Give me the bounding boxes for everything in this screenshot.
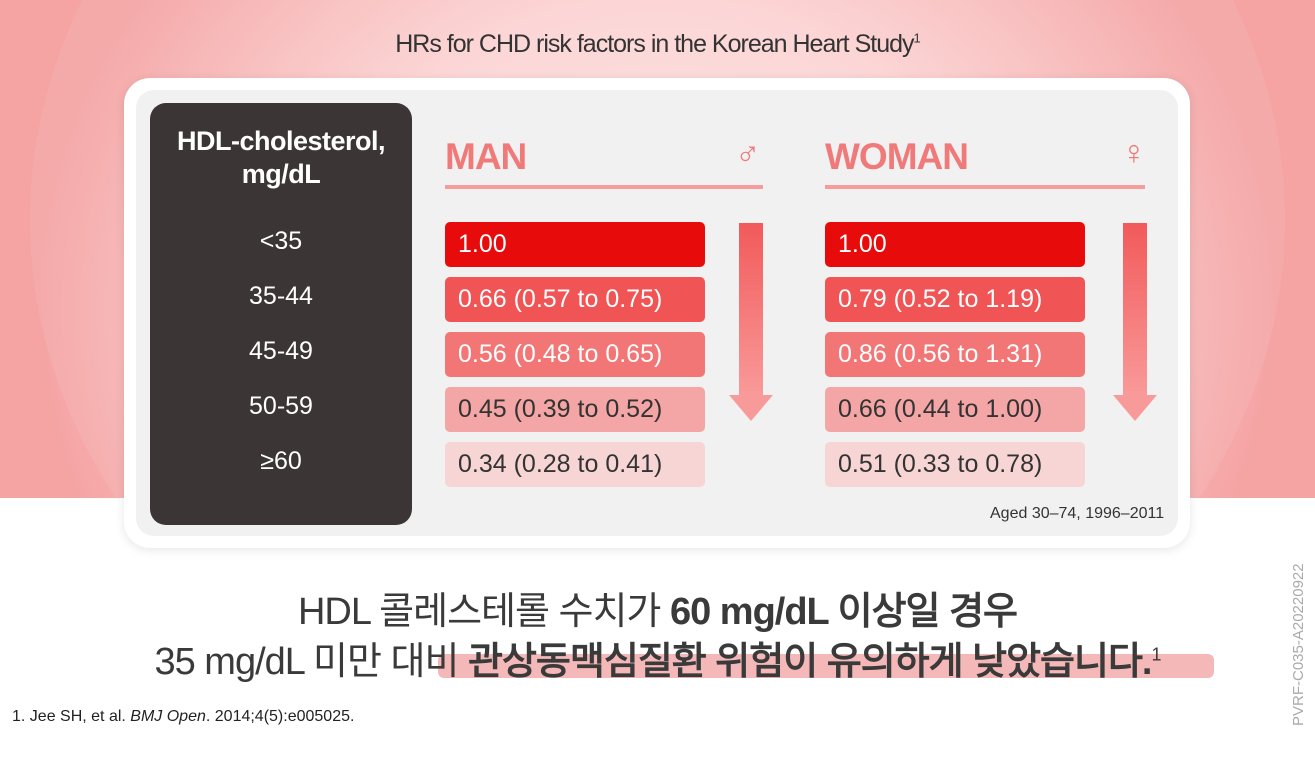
woman-hr-cell: 0.66 (0.44 to 1.00) [825,387,1085,432]
woman-hr-cell: 0.86 (0.56 to 1.31) [825,332,1085,377]
message-highlight [438,654,1214,678]
aged-note: Aged 30–74, 1996–2011 [990,505,1165,522]
woman-divider [825,185,1145,189]
woman-title: WOMAN [825,136,969,177]
man-divider [445,185,763,189]
hdl-column-header: HDL-cholesterol, mg/dL [176,126,386,189]
man-hr-cell: 0.56 (0.48 to 0.65) [445,332,705,377]
man-arrow-head-icon [729,395,773,421]
hdl-label: 50-59 [249,392,313,420]
woman-hr-cell: 1.00 [825,222,1085,267]
document-code: PVRF-C035-A20220922 [1290,563,1307,726]
male-symbol-icon: ♂ [735,134,761,172]
woman-hr-cell: 0.51 (0.33 to 0.78) [825,442,1085,487]
message-line-2: 35 mg/dL 미만 대비 관상동맥심질환 위험이 유의하게 낮았습니다.1 [154,641,1161,683]
man-down-arrow-icon [739,223,763,396]
study-title: HRs for CHD risk factors in the Korean H… [395,30,921,58]
hdl-label: 45-49 [249,337,313,365]
man-hr-cell: 0.34 (0.28 to 0.41) [445,442,705,487]
female-symbol-icon: ♀ [1121,134,1147,172]
man-hr-cell: 0.66 (0.57 to 0.75) [445,277,705,322]
hdl-label: 35-44 [249,282,313,310]
hdl-column: HDL-cholesterol, mg/dL <35 35-44 45-49 5… [150,103,412,525]
message-line-1: HDL 콜레스테롤 수치가 60 mg/dL 이상일 경우 [297,591,1018,633]
hdl-label: <35 [259,227,303,255]
woman-arrow-head-icon [1113,395,1157,421]
man-title: MAN [445,136,527,177]
man-hr-cell: 1.00 [445,222,705,267]
woman-hr-cell: 0.79 (0.52 to 1.19) [825,277,1085,322]
woman-down-arrow-icon [1123,223,1147,396]
hdl-label: ≥60 [260,447,302,475]
man-hr-cell: 0.45 (0.39 to 0.52) [445,387,705,432]
reference: 1. Jee SH, et al. BMJ Open. 2014;4(5):e0… [12,708,355,725]
